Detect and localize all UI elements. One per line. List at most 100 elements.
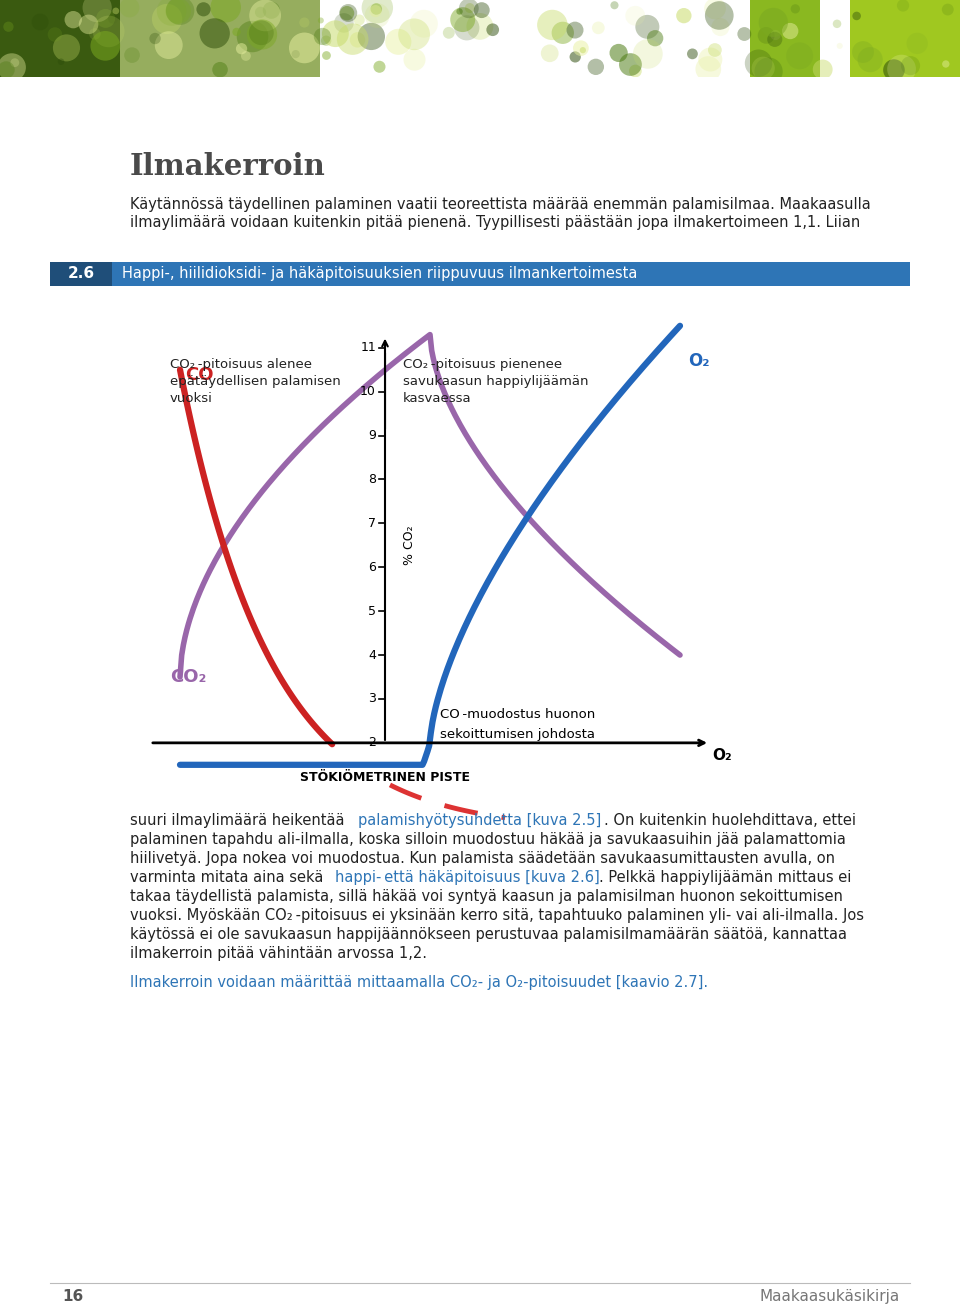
Bar [0, 0, 120, 76]
Circle shape [210, 0, 241, 22]
Text: kasvaessa: kasvaessa [403, 392, 471, 405]
Circle shape [150, 33, 160, 45]
Circle shape [152, 4, 182, 34]
Circle shape [322, 21, 348, 47]
Circle shape [456, 8, 463, 14]
Circle shape [96, 9, 115, 28]
Text: savukaasun happiylijäämän: savukaasun happiylijäämän [403, 375, 588, 388]
Circle shape [883, 59, 904, 81]
Text: . On kuitenkin huolehdittava, ettei: . On kuitenkin huolehdittava, ettei [604, 813, 856, 827]
Circle shape [611, 1, 618, 9]
Text: STÖKIÖMETRINEN PISTE: STÖKIÖMETRINEN PISTE [300, 771, 470, 784]
Circle shape [900, 56, 920, 75]
Circle shape [212, 62, 228, 77]
Text: Ilmakerroin voidaan määrittää mittaamalla CO₂- ja O₂-pitoisuudet [kaavio 2.7].: Ilmakerroin voidaan määrittää mittaamall… [130, 975, 708, 990]
Circle shape [247, 20, 277, 50]
Text: 9: 9 [368, 429, 376, 442]
Circle shape [758, 8, 788, 37]
Circle shape [782, 22, 799, 39]
Circle shape [166, 0, 194, 25]
Text: palaminen tapahdu ali-ilmalla, koska silloin muodostuu häkää ja savukaasuihin jä: palaminen tapahdu ali-ilmalla, koska sil… [130, 832, 846, 847]
Text: suuri ilmaylimäärä heikentää: suuri ilmaylimäärä heikentää [130, 813, 349, 827]
Circle shape [580, 47, 586, 54]
Circle shape [365, 3, 390, 28]
Circle shape [249, 21, 274, 45]
Circle shape [120, 0, 139, 17]
Text: 2.6: 2.6 [67, 266, 95, 282]
Circle shape [755, 58, 782, 85]
Text: CO -muodostus huonon: CO -muodostus huonon [440, 708, 595, 721]
Circle shape [318, 17, 324, 24]
Circle shape [93, 16, 125, 47]
Circle shape [610, 43, 628, 62]
Text: 8: 8 [368, 473, 376, 486]
Circle shape [3, 21, 13, 31]
Text: Käytännössä täydellinen palaminen vaatii teoreettista määrää enemmän palamisilma: Käytännössä täydellinen palaminen vaatii… [130, 197, 871, 211]
Circle shape [0, 54, 26, 81]
Text: varminta mitata aina sekä: varminta mitata aina sekä [130, 871, 328, 885]
Circle shape [786, 42, 813, 69]
Circle shape [241, 51, 251, 60]
Circle shape [232, 28, 241, 37]
Circle shape [832, 20, 841, 28]
Text: Maakaasukäsikirja: Maakaasukäsikirja [759, 1289, 900, 1304]
Circle shape [897, 0, 909, 12]
Circle shape [236, 43, 248, 54]
Circle shape [757, 28, 775, 43]
Circle shape [537, 9, 567, 41]
Circle shape [165, 0, 191, 24]
Circle shape [636, 14, 660, 39]
Circle shape [487, 24, 499, 37]
Circle shape [767, 31, 782, 47]
Circle shape [770, 30, 780, 41]
Text: 7: 7 [368, 517, 376, 530]
Text: 6: 6 [368, 561, 376, 574]
Circle shape [79, 14, 98, 34]
Circle shape [370, 5, 382, 17]
Circle shape [362, 0, 393, 24]
Text: CO₂ -pitoisuus alenee: CO₂ -pitoisuus alenee [170, 358, 312, 371]
Circle shape [353, 14, 365, 25]
Circle shape [737, 28, 752, 41]
Circle shape [0, 62, 14, 79]
Circle shape [334, 13, 353, 33]
Circle shape [467, 13, 493, 39]
Text: . Pelkkä happiylijäämän mittaus ei: . Pelkkä happiylijäämän mittaus ei [599, 871, 852, 885]
Circle shape [403, 49, 425, 71]
Circle shape [625, 5, 645, 26]
Text: vuoksi: vuoksi [170, 392, 213, 405]
Circle shape [443, 28, 455, 39]
Circle shape [942, 4, 953, 16]
Text: 10: 10 [360, 385, 376, 399]
Circle shape [647, 30, 663, 46]
Circle shape [292, 50, 300, 58]
Bar [850, 0, 960, 76]
Circle shape [32, 13, 49, 30]
Text: 16: 16 [62, 1289, 84, 1304]
Circle shape [459, 0, 479, 18]
Text: käytössä ei ole savukaasun happijäännökseen perustuvaa palamisilmamäärän säätöä,: käytössä ei ole savukaasun happijäännöks… [130, 927, 847, 941]
Text: Happi-, hiilidioksidi- ja häkäpitoisuuksien riippuvuus ilmankertoimesta: Happi-, hiilidioksidi- ja häkäpitoisuuks… [122, 266, 637, 282]
Text: vuoksi. Myöskään CO₂ -pitoisuus ei yksinään kerro sitä, tapahtuuko palaminen yli: vuoksi. Myöskään CO₂ -pitoisuus ei yksin… [130, 909, 864, 923]
Text: ilmakerroin pitää vähintään arvossa 1,2.: ilmakerroin pitää vähintään arvossa 1,2. [130, 947, 427, 961]
Circle shape [373, 60, 386, 73]
Circle shape [465, 3, 475, 13]
Circle shape [906, 33, 928, 54]
Circle shape [711, 18, 730, 37]
Circle shape [156, 0, 186, 26]
Circle shape [90, 31, 120, 60]
Text: O₂: O₂ [688, 351, 709, 370]
Circle shape [942, 60, 949, 68]
Circle shape [112, 8, 119, 14]
Circle shape [857, 47, 883, 72]
Circle shape [108, 13, 118, 24]
Circle shape [540, 45, 559, 62]
Circle shape [698, 47, 722, 72]
Text: 3: 3 [368, 692, 376, 705]
Circle shape [371, 3, 382, 14]
Circle shape [197, 3, 210, 16]
Circle shape [474, 3, 490, 18]
Circle shape [250, 0, 281, 31]
Circle shape [569, 51, 581, 63]
Circle shape [289, 33, 320, 63]
